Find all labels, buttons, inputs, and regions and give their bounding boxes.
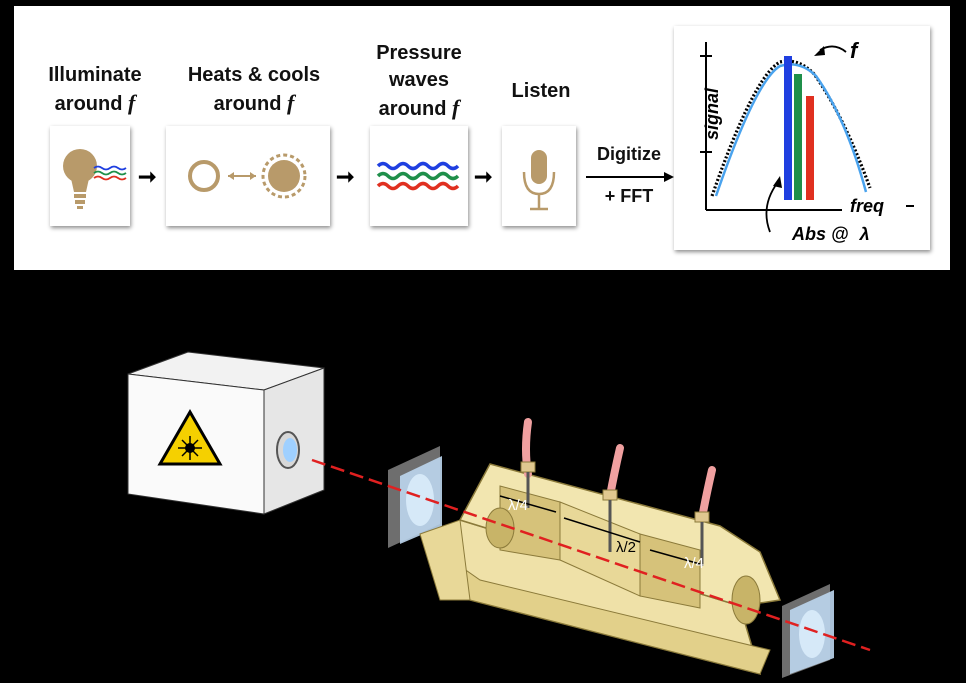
step-heat-label: Heats & cools around f (164, 62, 344, 118)
photoacoustic-cell-illustration: λ/4 λ/2 λ/4 (127, 351, 871, 678)
bar-blue (784, 56, 792, 200)
laser-beam (311, 458, 871, 652)
step-pressure-line2: waves (388, 69, 450, 91)
heat-card (166, 126, 330, 226)
step-illuminate-label: Illuminate around f (34, 62, 156, 118)
microphone-icon (522, 150, 556, 211)
fft-label: + FFT (604, 186, 654, 206)
digitize-arrow-icon (586, 172, 674, 182)
step-pressure-var: f (452, 95, 460, 120)
y-axis-label: signal (702, 87, 722, 140)
bar-green (794, 74, 802, 200)
quarter-wave-right-label: λ/4 (684, 555, 704, 572)
peak-label: f (850, 38, 860, 63)
dimension-lines (499, 495, 701, 565)
svg-text:Abs @ λ: Abs @ λ (791, 224, 870, 244)
half-wave-label: λ/2 (616, 539, 636, 556)
lightbulb-icon (63, 149, 127, 209)
window-right (782, 584, 834, 678)
arrow-3-icon: ➞ (474, 164, 493, 189)
x-axis-label: freq (850, 196, 884, 216)
step-listen-line1: Listen (511, 80, 571, 102)
step-illuminate-var: f (128, 90, 136, 115)
abs-pointer-icon (765, 181, 779, 233)
step-heat-line1: Heats & cools (187, 64, 321, 86)
pressure-card (370, 126, 468, 226)
abs-label: Abs @ (791, 224, 849, 244)
spectrum-diagram: signal freq f Abs @ λ (700, 38, 914, 244)
signal-curve-fit (714, 63, 868, 197)
window-left (388, 446, 442, 548)
digitize-label: Digitize (596, 144, 661, 164)
step-pressure-line1: Pressure (376, 42, 462, 64)
spectrum-card: signal freq f Abs @ λ (674, 26, 930, 250)
heat-cool-icon (188, 153, 307, 199)
listen-card (502, 126, 576, 226)
laser-box (127, 351, 325, 515)
resonator-cell (419, 463, 782, 676)
arrow-1-icon: ➞ (138, 164, 157, 189)
step-pressure-line3: around (378, 98, 447, 120)
step-pressure-label: Pressure waves around f (359, 40, 479, 123)
microphone-fibers (520, 418, 716, 566)
quarter-wave-left-label: λ/4 (508, 497, 528, 514)
step-illuminate-line2: around (54, 93, 123, 115)
arrow-2-icon: ➞ (336, 164, 355, 189)
step-listen-label: Listen (498, 78, 584, 105)
process-panel: Illuminate around f ➞ Heats & cools arou… (14, 6, 950, 270)
bar-red (806, 96, 814, 200)
lambda-label: λ (859, 224, 870, 244)
step-heat-line2: around (213, 93, 282, 115)
step-illuminate-line1: Illuminate (48, 64, 142, 86)
pressure-waves-icon (376, 161, 460, 191)
illuminate-card (50, 126, 130, 226)
step-heat-var: f (287, 90, 295, 115)
